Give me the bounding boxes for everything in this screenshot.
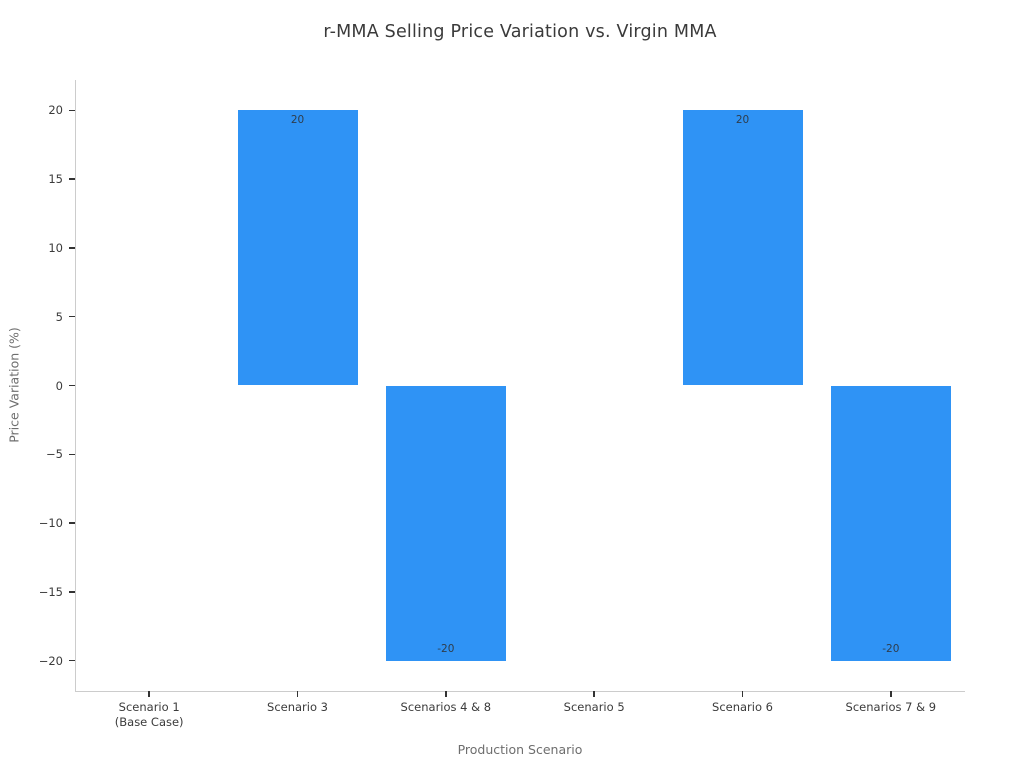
bar: -20 — [385, 385, 506, 661]
x-tick-label-line: Scenario 3 — [267, 700, 328, 714]
x-axis-spine — [75, 691, 965, 692]
x-tick-mark — [890, 691, 892, 697]
x-tick-mark — [741, 691, 744, 697]
x-tick-mark — [296, 691, 299, 697]
y-tick-label: −15 — [38, 584, 63, 599]
x-axis-label: Production Scenario — [457, 742, 583, 757]
y-tick-label: 10 — [48, 240, 63, 255]
x-tick-label-line: Scenarios 7 & 9 — [845, 700, 937, 714]
y-tick-mark — [69, 109, 75, 111]
y-tick-mark — [69, 247, 75, 249]
bar-value-label: -20 — [882, 642, 900, 655]
y-tick-mark — [69, 453, 75, 455]
x-tick-mark — [445, 691, 447, 697]
x-tick-label-line: Scenario 5 — [563, 700, 625, 714]
x-tick-label: Scenario 3 — [224, 700, 372, 715]
y-tick-label: −10 — [38, 516, 63, 531]
x-tick-label: Scenarios 4 & 8 — [372, 700, 520, 715]
x-tick-label-line: (Base Case) — [114, 715, 184, 729]
plot-area: −20 −15 −10 −5 0 5 10 15 20 20 -20 20 -20 Scenario … — [39, 80, 965, 729]
y-tick-label: −20 — [38, 653, 63, 668]
x-tick-mark — [148, 691, 150, 697]
x-tick-label-line: Scenario 1 — [118, 700, 180, 714]
bar: 20 — [682, 110, 803, 386]
y-axis-spine — [75, 80, 76, 691]
y-tick-label: 20 — [48, 103, 63, 118]
y-tick-label: 15 — [48, 172, 63, 187]
x-tick-label-line: Scenarios 4 & 8 — [400, 700, 492, 714]
y-tick-mark — [69, 522, 75, 524]
x-tick-label: Scenario 5 — [520, 700, 668, 715]
chart-title: r-MMA Selling Price Variation vs. Virgin… — [323, 22, 717, 42]
x-tick-label: Scenario 6 — [669, 700, 817, 715]
y-tick-label: 0 — [55, 378, 63, 393]
bar-value-label: 20 — [290, 114, 305, 127]
y-tick-mark — [69, 315, 75, 318]
bar-value-label: -20 — [437, 642, 455, 655]
y-tick-mark — [69, 660, 75, 662]
y-tick-mark — [69, 591, 75, 593]
x-tick-mark — [593, 691, 595, 697]
x-tick-label: Scenarios 7 & 9 — [817, 700, 965, 715]
x-tick-label-line: Scenario 6 — [712, 700, 773, 714]
y-tick-mark — [69, 178, 75, 180]
y-tick-label: −5 — [46, 447, 63, 462]
y-tick-label: 5 — [55, 309, 63, 324]
bar: -20 — [830, 385, 951, 661]
x-tick-label: Scenario 1 (Base Case) — [75, 700, 223, 730]
bar-value-label: 20 — [735, 114, 750, 127]
y-tick-mark — [69, 384, 75, 387]
bar: 20 — [237, 110, 358, 386]
